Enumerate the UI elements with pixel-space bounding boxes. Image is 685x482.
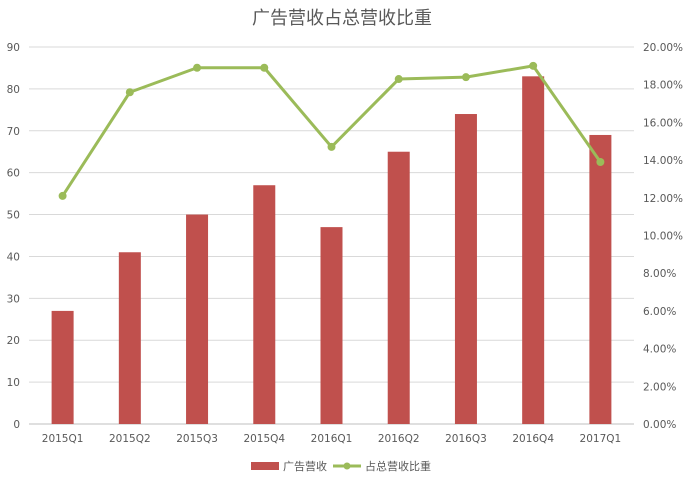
bar	[522, 76, 545, 425]
right-tick-label: 0.00%	[643, 419, 676, 431]
right-tick-label: 18.00%	[643, 80, 683, 92]
x-tick-label: 2015Q3	[176, 433, 218, 445]
bar	[454, 114, 477, 425]
left-tick-label: 30	[7, 293, 20, 305]
left-tick-label: 90	[7, 42, 20, 54]
x-axis: 2015Q1 2015Q2 2015Q3 2015Q4 2016Q1 2016Q2 2016…	[42, 433, 621, 445]
bar	[118, 252, 141, 424]
left-tick-label: 60	[7, 168, 20, 180]
bar	[589, 134, 612, 424]
x-tick-label: 2015Q4	[243, 433, 285, 445]
bar	[186, 214, 209, 424]
legend-label-bar: 广告营收	[283, 459, 327, 473]
left-tick-label: 80	[7, 84, 20, 96]
x-tick-label: 2016Q2	[378, 433, 420, 445]
left-tick-label: 50	[7, 210, 20, 222]
line-point	[58, 191, 67, 200]
left-tick-label: 20	[7, 335, 20, 347]
line-series	[58, 61, 605, 200]
legend: 广告营收 占总营收比重	[251, 459, 431, 473]
bar	[51, 310, 74, 424]
x-tick-label: 2015Q2	[109, 433, 151, 445]
right-axis: 0.00% 2.00% 4.00% 6.00% 8.00% 10.00% 12.00% 14.…	[643, 42, 683, 431]
left-tick-label: 10	[7, 377, 20, 389]
right-tick-label: 16.00%	[643, 117, 683, 129]
line-point	[260, 63, 269, 72]
chart-title: 广告营收占总营收比重	[252, 8, 432, 29]
left-tick-label: 70	[7, 126, 20, 138]
line-point	[193, 63, 202, 72]
x-tick-label: 2017Q1	[580, 433, 622, 445]
line-point	[461, 73, 470, 82]
bar	[253, 185, 276, 424]
left-axis: 0 10 20 30 40 50 60 70 80 90	[7, 42, 20, 431]
x-tick-label: 2016Q3	[445, 433, 487, 445]
bar	[320, 227, 343, 424]
right-tick-label: 2.00%	[643, 381, 676, 393]
right-tick-label: 14.00%	[643, 155, 683, 167]
x-tick-label: 2016Q1	[311, 433, 353, 445]
left-tick-label: 40	[7, 251, 20, 263]
line-point	[529, 61, 538, 70]
right-tick-label: 12.00%	[643, 193, 683, 205]
right-tick-label: 6.00%	[643, 306, 676, 318]
x-tick-label: 2016Q4	[512, 433, 554, 445]
right-tick-label: 10.00%	[643, 231, 683, 243]
left-tick-label: 0	[13, 419, 20, 431]
x-tick-label: 2015Q1	[42, 433, 84, 445]
legend-swatch-bar	[251, 462, 279, 470]
line-point	[596, 157, 605, 166]
right-tick-label: 4.00%	[643, 344, 676, 356]
bar	[387, 151, 410, 424]
right-tick-label: 20.00%	[643, 42, 683, 54]
bar-series	[51, 76, 612, 425]
legend-marker-line	[343, 462, 351, 470]
right-tick-label: 8.00%	[643, 268, 676, 280]
legend-label-line: 占总营收比重	[365, 459, 431, 473]
line-point	[327, 142, 336, 151]
line-point	[394, 75, 403, 84]
line-point	[125, 88, 134, 97]
